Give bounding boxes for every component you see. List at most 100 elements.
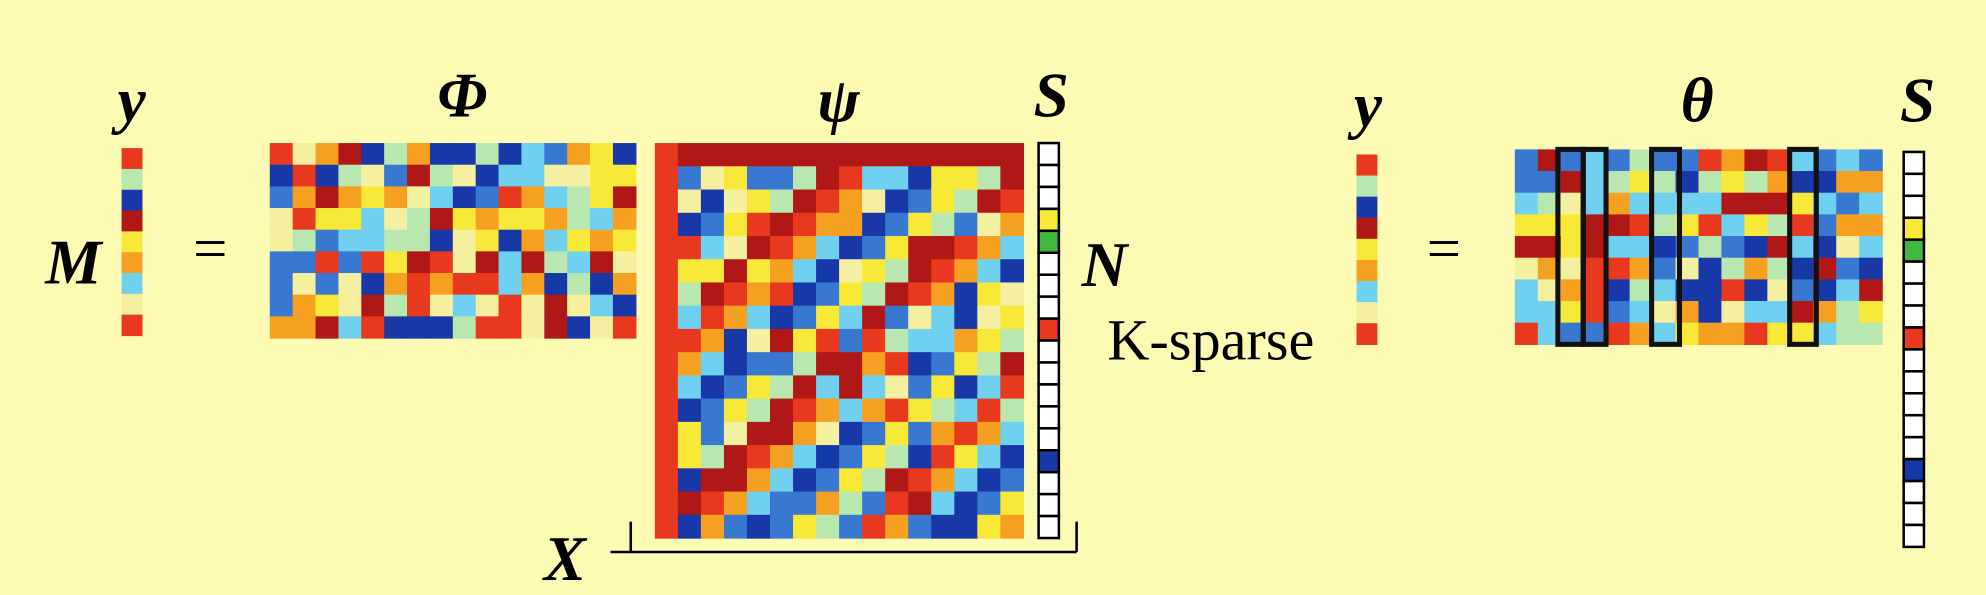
theta-label: θ xyxy=(1681,66,1714,136)
matrix-cell xyxy=(475,164,500,188)
matrix-cell xyxy=(121,148,143,170)
matrix-cell xyxy=(908,398,932,423)
matrix-cell xyxy=(1560,322,1585,345)
matrix-cell xyxy=(384,186,408,209)
matrix-cell xyxy=(1859,322,1883,345)
matrix-cell xyxy=(429,164,454,188)
matrix-cell xyxy=(1583,301,1608,324)
matrix-cell xyxy=(1356,175,1378,198)
n-label: N xyxy=(1081,230,1130,300)
matrix-cell xyxy=(839,514,863,539)
matrix-cell xyxy=(1560,192,1585,216)
equals-right: = xyxy=(1427,215,1461,282)
matrix-cell xyxy=(121,210,143,233)
matrix-cell xyxy=(931,166,955,191)
matrix-cell xyxy=(1721,192,1746,216)
matrix-cell xyxy=(977,235,1001,260)
matrix-cell xyxy=(1790,322,1814,345)
matrix-cell xyxy=(1790,192,1814,216)
matrix-cell xyxy=(475,251,500,274)
matrix-cell xyxy=(612,164,637,188)
matrix-cell xyxy=(452,273,477,296)
matrix-cell xyxy=(746,305,771,330)
matrix-cell xyxy=(612,229,637,252)
matrix-cell xyxy=(292,316,317,339)
matrix-cell xyxy=(544,316,568,339)
matrix-cell xyxy=(384,208,408,231)
k-sparse-label: K-sparse xyxy=(1107,308,1314,373)
matrix-cell xyxy=(1836,257,1860,280)
matrix-cell xyxy=(908,143,932,167)
matrix-cell xyxy=(1514,149,1539,172)
column-box xyxy=(1580,146,1609,347)
s-cell xyxy=(1902,348,1926,373)
s-cell xyxy=(1037,361,1061,386)
matrix-cell xyxy=(1652,192,1677,216)
matrix-cell xyxy=(839,421,863,446)
matrix-cell xyxy=(700,259,725,284)
matrix-cell xyxy=(770,143,794,167)
matrix-cell xyxy=(475,294,500,317)
matrix-cell xyxy=(1000,375,1025,400)
s-cell xyxy=(1037,317,1061,342)
matrix-cell xyxy=(121,189,143,212)
matrix-cell xyxy=(1629,301,1654,324)
matrix-cell xyxy=(1813,257,1837,280)
matrix-cell xyxy=(1767,279,1791,302)
matrix-cell xyxy=(498,294,523,317)
s-cell xyxy=(1037,383,1061,408)
matrix-cell xyxy=(654,328,679,353)
matrix-cell xyxy=(1813,322,1837,345)
matrix-cell xyxy=(1744,149,1768,172)
matrix-cell xyxy=(885,514,909,539)
matrix-cell xyxy=(407,294,431,317)
matrix-cell xyxy=(723,166,748,191)
matrix-cell xyxy=(839,305,863,330)
matrix-cell xyxy=(931,421,955,446)
matrix-cell xyxy=(269,186,294,209)
matrix-cell xyxy=(793,468,817,493)
matrix-cell xyxy=(361,273,385,296)
matrix-cell xyxy=(816,352,840,377)
matrix-cell xyxy=(746,166,771,191)
matrix-cell xyxy=(338,294,362,317)
matrix-cell xyxy=(885,166,909,191)
matrix-cell xyxy=(1583,279,1608,302)
matrix-cell xyxy=(338,229,362,252)
matrix-cell xyxy=(1606,257,1631,280)
matrix-cell xyxy=(292,273,317,296)
matrix-cell xyxy=(361,294,385,317)
matrix-cell xyxy=(338,143,362,166)
matrix-cell xyxy=(1698,236,1723,259)
matrix-cell xyxy=(384,229,408,252)
matrix-cell xyxy=(590,273,614,296)
matrix-cell xyxy=(977,166,1001,191)
matrix-cell xyxy=(1836,214,1860,237)
s-cell xyxy=(1902,194,1926,220)
matrix-cell xyxy=(498,273,523,296)
matrix-cell xyxy=(862,421,886,446)
matrix-cell xyxy=(612,316,637,339)
matrix-cell xyxy=(521,229,545,252)
matrix-cell xyxy=(931,189,955,214)
matrix-cell xyxy=(677,445,702,469)
matrix-cell xyxy=(931,514,955,539)
matrix-cell xyxy=(498,143,523,166)
s-cell xyxy=(1902,282,1926,307)
matrix-cell xyxy=(954,328,978,353)
matrix-cell xyxy=(407,164,431,188)
y-label-right: y xyxy=(1347,71,1383,141)
matrix-cell xyxy=(746,445,771,469)
matrix-cell xyxy=(793,445,817,469)
matrix-cell xyxy=(723,328,748,353)
matrix-cell xyxy=(770,445,794,469)
matrix-cell xyxy=(521,186,545,209)
matrix-cell xyxy=(429,273,454,296)
matrix-cell xyxy=(521,251,545,274)
matrix-cell xyxy=(429,251,454,274)
matrix-cell xyxy=(862,398,886,423)
matrix-cell xyxy=(429,143,454,166)
matrix-cell xyxy=(1560,171,1585,194)
matrix-cell xyxy=(292,251,317,274)
matrix-cell xyxy=(977,375,1001,400)
